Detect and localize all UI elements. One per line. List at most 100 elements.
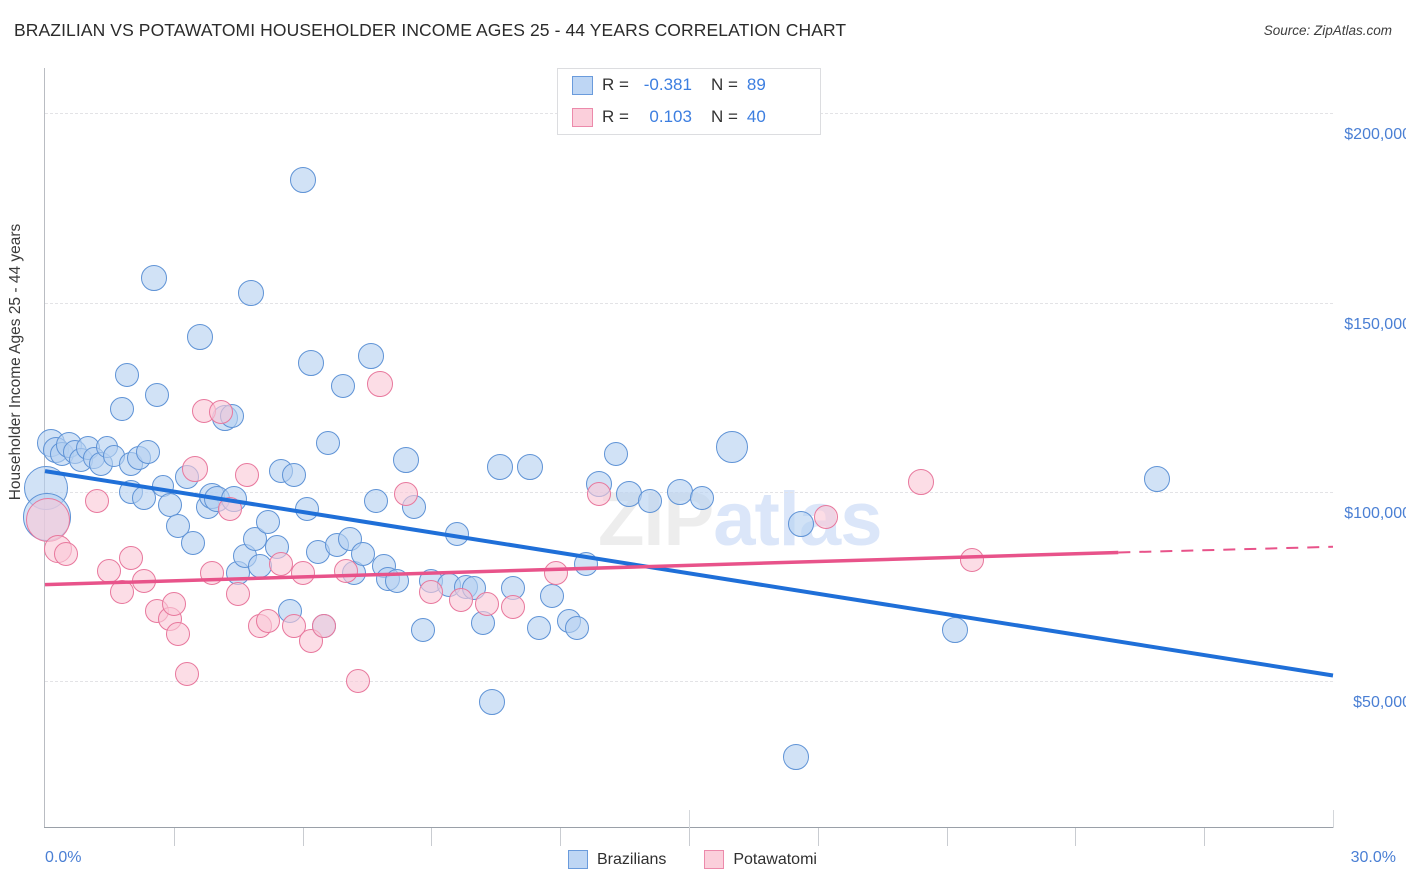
scatter-point-brazilians (783, 743, 810, 770)
x-axis-tick (302, 828, 304, 846)
scatter-point-brazilians (358, 342, 385, 369)
scatter-point-brazilians (282, 462, 306, 487)
scatter-point-brazilians (787, 511, 814, 538)
scatter-point-potawatomi (449, 587, 474, 612)
x-axis-label-max: 30.0% (1350, 849, 1396, 866)
x-axis-tick-upper (1333, 810, 1334, 828)
scatter-point-potawatomi (543, 561, 568, 586)
scatter-point-potawatomi (290, 561, 315, 586)
scatter-point-brazilians (392, 446, 419, 473)
y-axis-tick-label: $150,000 (1344, 315, 1406, 333)
stats-n-value-brazilians: 89 (746, 75, 766, 94)
x-axis-tick (1204, 828, 1206, 846)
scatter-point-potawatomi (84, 489, 109, 514)
legend-item-potawatomi[interactable]: Potawatomi (704, 850, 817, 869)
trend-lines (44, 469, 1334, 678)
scatter-point-brazilians (478, 688, 505, 715)
legend-swatch-brazilians (568, 850, 588, 869)
x-axis-tick (431, 828, 433, 846)
y-axis-title: Householder Income Ages 25 - 44 years (7, 223, 24, 501)
x-axis-tick (946, 828, 948, 846)
scatter-point-potawatomi (256, 608, 281, 633)
scatter-point-potawatomi (960, 548, 985, 573)
scatter-point-potawatomi (346, 669, 371, 694)
scatter-point-brazilians (1143, 465, 1170, 492)
scatter-point-potawatomi (54, 542, 79, 567)
scatter-point-brazilians (638, 489, 663, 514)
stats-n-value-potawatomi: 40 (746, 107, 766, 126)
scatter-point-potawatomi (226, 582, 251, 607)
stats-row-brazilians: R = -0.381 N = 89 (558, 69, 820, 101)
scatter-point-potawatomi (907, 469, 934, 496)
scatter-point-potawatomi (182, 456, 209, 483)
scatter-point-brazilians (331, 373, 356, 398)
scatter-point-brazilians (565, 616, 590, 641)
x-axis-tick (689, 828, 690, 846)
scatter-point-potawatomi (166, 621, 191, 646)
scatter-point-brazilians (298, 350, 325, 377)
scatter-point-potawatomi (174, 661, 199, 686)
scatter-point-brazilians (136, 440, 161, 465)
gridline (45, 302, 1333, 304)
scatter-point-brazilians (410, 618, 435, 643)
scatter-point-potawatomi (393, 481, 418, 506)
legend-swatch-potawatomi (704, 850, 725, 869)
stats-n-label-brazilians: N = (710, 75, 738, 94)
scatter-point-brazilians (526, 616, 551, 641)
y-axis-tick-label: $100,000 (1344, 504, 1406, 522)
page-title: BRAZILIAN VS POTAWATOMI HOUSEHOLDER INCO… (14, 20, 847, 40)
scatter-point-potawatomi (118, 546, 143, 571)
legend-label-brazilians: Brazilians (597, 850, 667, 868)
scatter-point-potawatomi (234, 462, 259, 487)
scatter-point-brazilians (689, 485, 714, 510)
stats-r-label-brazilians: R = (602, 75, 629, 94)
x-axis-tick-upper (689, 810, 690, 828)
scatter-point-brazilians (144, 383, 169, 408)
x-axis-tick (817, 828, 819, 846)
trendline-potawatomi (44, 550, 1119, 587)
scatter-point-potawatomi (161, 591, 186, 616)
y-axis-tick-label: $200,000 (1344, 126, 1406, 144)
scatter-point-brazilians (141, 265, 168, 292)
scatter-point-brazilians (715, 430, 748, 463)
y-axis-tick-label: $50,000 (1353, 694, 1406, 712)
scatter-point-brazilians (487, 454, 514, 481)
scatter-point-brazilians (289, 166, 316, 193)
scatter-point-potawatomi (586, 481, 611, 506)
trendline-extension-potawatomi (1118, 545, 1334, 554)
gridline (45, 681, 1333, 683)
x-axis-tick (173, 828, 175, 846)
stats-r-label-potawatomi: R = (602, 107, 629, 126)
x-axis-label-min: 0.0% (45, 849, 82, 866)
scatter-point-brazilians (110, 396, 135, 421)
source-attribution: Source: ZipAtlas.com (1263, 23, 1392, 38)
scatter-point-potawatomi (282, 614, 306, 639)
scatter-point-brazilians (181, 531, 206, 556)
scatter-point-brazilians (186, 323, 213, 350)
scatter-point-brazilians (363, 489, 388, 514)
scatter-point-potawatomi (500, 595, 525, 620)
correlation-stats-box: R = -0.381 N = 89 R = 0.103 N = 40 (557, 68, 821, 135)
legend-item-brazilians[interactable]: Brazilians (568, 850, 666, 869)
x-axis-tick (1075, 828, 1077, 846)
scatter-point-brazilians (942, 617, 969, 644)
chart-legend: Brazilians Potawatomi (568, 850, 845, 869)
scatter-point-brazilians (114, 362, 139, 387)
stats-r-value-brazilians: -0.381 (643, 75, 692, 94)
scatter-point-brazilians (256, 510, 281, 535)
scatter-point-brazilians (517, 454, 544, 481)
scatter-point-potawatomi (269, 551, 294, 576)
stats-n-label-potawatomi: N = (710, 107, 738, 126)
legend-label-potawatomi: Potawatomi (733, 850, 817, 868)
scatter-point-brazilians (131, 485, 156, 510)
stats-swatch-brazilians (572, 75, 593, 95)
stats-row-potawatomi: R = 0.103 N = 40 (558, 101, 820, 133)
x-axis-tick (560, 828, 562, 846)
scatter-point-potawatomi (814, 504, 839, 529)
scatter-point-potawatomi (333, 559, 358, 584)
scatter-point-brazilians (238, 280, 265, 307)
scatter-point-potawatomi (26, 498, 71, 543)
scatter-point-potawatomi (366, 371, 393, 398)
trendline-brazilians (44, 469, 1334, 678)
stats-r-value-potawatomi: 0.103 (649, 107, 692, 126)
